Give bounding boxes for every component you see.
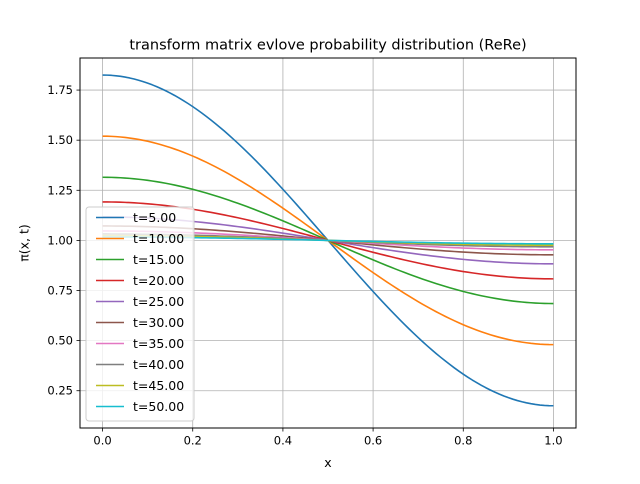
legend-label: t=40.00 xyxy=(133,357,184,372)
x-tick-label: 0.8 xyxy=(454,434,472,448)
legend-box xyxy=(85,206,195,422)
legend-label: t=45.00 xyxy=(133,378,184,393)
legend-label: t=35.00 xyxy=(133,336,184,351)
legend-label: t=25.00 xyxy=(133,294,184,309)
y-tick-label: 1.00 xyxy=(47,233,73,247)
x-tick-label: 0.4 xyxy=(274,434,292,448)
y-axis-label: π(x, t) xyxy=(17,224,32,262)
legend-label: t=50.00 xyxy=(133,399,184,414)
y-axis-ticks: 0.25 0.50 0.75 1.00 1.25 1.50 1.75 xyxy=(47,83,80,398)
y-tick-label: 1.50 xyxy=(47,133,73,147)
axes-frame xyxy=(79,57,577,429)
legend-label: t=10.00 xyxy=(133,231,184,246)
y-tick-label: 0.25 xyxy=(47,384,73,398)
x-tick-label: 0.2 xyxy=(184,434,202,448)
legend-label: t=20.00 xyxy=(133,273,184,288)
legend: t=5.00 t=10.00 t=15.00 t=20.00 t=25.00 t=30.0… xyxy=(85,206,195,422)
legend-label: t=5.00 xyxy=(133,210,176,225)
x-axis-ticks: 0.0 0.2 0.4 0.6 0.8 1.0 xyxy=(93,428,563,448)
y-tick-label: 1.75 xyxy=(47,83,73,97)
chart-title: transform matrix evlove probability dist… xyxy=(129,38,526,54)
y-tick-label: 0.75 xyxy=(47,284,73,298)
y-tick-label: 1.25 xyxy=(47,183,73,197)
legend-label: t=15.00 xyxy=(133,252,184,267)
y-tick-label: 0.50 xyxy=(47,334,73,348)
x-axis-label: x xyxy=(324,455,331,470)
legend-label: t=30.00 xyxy=(133,315,184,330)
x-tick-label: 0.6 xyxy=(364,434,382,448)
x-tick-label: 0.0 xyxy=(93,434,111,448)
x-tick-label: 1.0 xyxy=(544,434,562,448)
